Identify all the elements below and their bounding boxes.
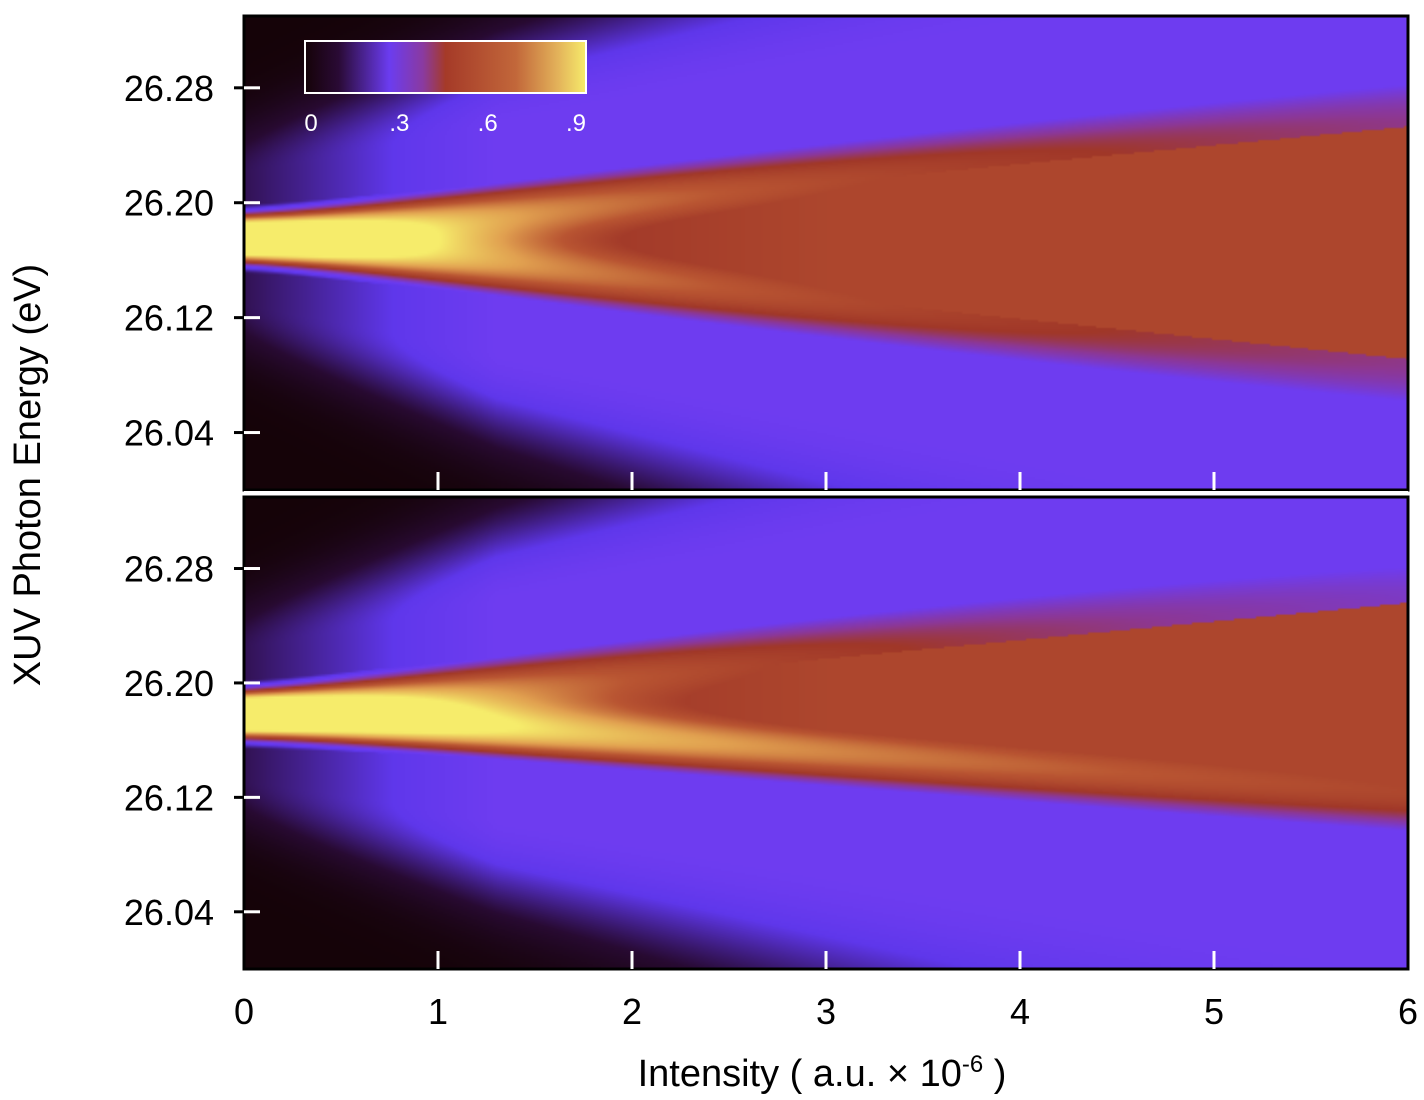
x-axis-title-main: Intensity ( a.u. × 10 (638, 1053, 962, 1095)
y-tick-label: 26.28 (124, 68, 214, 109)
y-tick-labels-bottom: 26.28 26.20 26.12 26.04 (124, 549, 214, 933)
x-ticks-top (436, 472, 1216, 490)
x-axis-title-exponent: -6 (962, 1051, 983, 1078)
colorbar-tick-label: .9 (566, 110, 586, 137)
y-ticks-top (234, 86, 260, 435)
y-tick-label: 26.12 (124, 777, 214, 818)
colorbar-tick-label: .6 (478, 110, 498, 137)
heatmap-top-panel (244, 16, 1408, 490)
y-ticks-bottom (234, 567, 260, 914)
colorbar-tick-label: 0 (304, 110, 317, 137)
y-tick-label: 26.28 (124, 549, 214, 590)
y-tick-label: 26.04 (124, 413, 214, 454)
x-tick-label: 2 (622, 991, 642, 1032)
y-axis-title: XUV Photon Energy (eV) (7, 264, 49, 686)
x-tick-label: 4 (1010, 991, 1030, 1032)
x-tick-labels: 0 1 2 3 4 5 6 (234, 991, 1418, 1032)
y-tick-label: 26.20 (124, 183, 214, 224)
colorbar-tick-labels: 0 .3 .6 .9 (304, 110, 586, 137)
x-tick-label: 6 (1398, 991, 1418, 1032)
x-axis-title: Intensity ( a.u. × 10-6 ) (638, 1051, 1007, 1095)
colorbar (304, 40, 587, 94)
colorbar-tick-label: .3 (389, 110, 409, 137)
x-tick-label: 0 (234, 991, 254, 1032)
heatmap-bottom-panel (244, 497, 1408, 969)
x-tick-label: 5 (1204, 991, 1224, 1032)
y-tick-label: 26.20 (124, 663, 214, 704)
x-ticks-bottom (436, 951, 1216, 969)
x-tick-label: 3 (816, 991, 836, 1032)
x-axis-title-close: ) (983, 1053, 1006, 1095)
y-tick-label: 26.04 (124, 892, 214, 933)
y-tick-labels-top: 26.28 26.20 26.12 26.04 (124, 68, 214, 454)
x-tick-label: 1 (428, 991, 448, 1032)
y-tick-label: 26.12 (124, 298, 214, 339)
